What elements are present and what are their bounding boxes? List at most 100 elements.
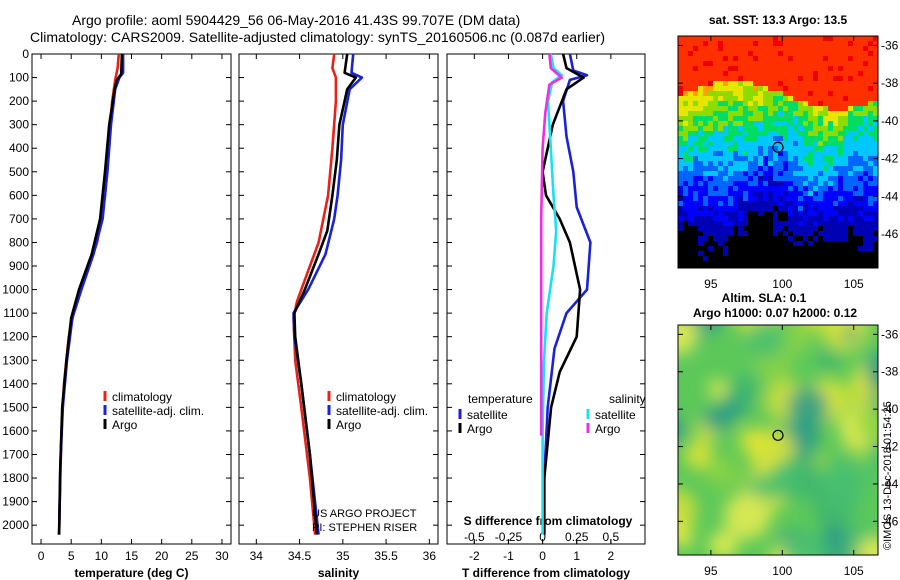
sst-cell bbox=[773, 191, 779, 197]
sst-cell bbox=[823, 151, 829, 157]
legend-label: climatology bbox=[336, 390, 396, 404]
sst-cell bbox=[813, 196, 819, 202]
sst-cell bbox=[793, 81, 799, 87]
sst-cell bbox=[853, 116, 859, 122]
sst-cell bbox=[698, 186, 704, 192]
sst-cell bbox=[823, 96, 829, 102]
sst-cell bbox=[803, 161, 809, 167]
series-line-sat_salinity bbox=[541, 53, 564, 535]
sst-cell bbox=[688, 241, 694, 247]
sst-cell bbox=[733, 56, 739, 62]
sst-cell bbox=[728, 61, 734, 67]
sst-cell bbox=[808, 151, 814, 157]
sst-cell bbox=[803, 56, 809, 62]
sst-cell bbox=[768, 151, 774, 157]
sst-cell bbox=[748, 136, 754, 142]
sst-cell bbox=[788, 151, 794, 157]
sst-cell bbox=[748, 41, 754, 47]
sst-cell bbox=[788, 241, 794, 247]
sst-cell bbox=[803, 91, 809, 97]
sst-cell bbox=[793, 36, 799, 42]
sst-cell bbox=[683, 51, 689, 57]
sst-cell bbox=[818, 111, 824, 117]
sst-cell bbox=[733, 196, 739, 202]
sst-cell bbox=[748, 251, 754, 257]
sst-cell bbox=[783, 146, 789, 152]
y-tick-label: 900 bbox=[9, 259, 29, 273]
sst-cell bbox=[858, 56, 864, 62]
sst-cell bbox=[813, 221, 819, 227]
sst-cell bbox=[803, 186, 809, 192]
sst-cell bbox=[808, 256, 814, 262]
sst-cell bbox=[838, 51, 844, 57]
sst-cell bbox=[713, 251, 719, 257]
sst-cell bbox=[733, 211, 739, 217]
sst-cell bbox=[743, 136, 749, 142]
sst-cell bbox=[838, 86, 844, 92]
sst-cell bbox=[753, 216, 759, 222]
sst-cell bbox=[733, 126, 739, 132]
sst-cell bbox=[863, 81, 869, 87]
sst-cell bbox=[868, 56, 874, 62]
sst-cell bbox=[843, 86, 849, 92]
sst-cell bbox=[743, 41, 749, 47]
sst-cell bbox=[743, 251, 749, 257]
sst-cell bbox=[853, 256, 859, 262]
sst-cell bbox=[793, 236, 799, 242]
sst-cell bbox=[848, 151, 854, 157]
sst-cell bbox=[788, 176, 794, 182]
sst-cell bbox=[698, 256, 704, 262]
sst-cell bbox=[843, 181, 849, 187]
sst-cell bbox=[818, 86, 824, 92]
sst-cell bbox=[693, 61, 699, 67]
sst-cell bbox=[833, 246, 839, 252]
sst-cell bbox=[828, 146, 834, 152]
sst-cell bbox=[708, 166, 714, 172]
sst-cell bbox=[853, 181, 859, 187]
sst-cell bbox=[848, 71, 854, 77]
sst-cell bbox=[813, 126, 819, 132]
salinity-profile-panel: 34 34.5 35 35.5 36salinityclimatologysatelli… bbox=[238, 53, 439, 580]
sst-cell bbox=[818, 81, 824, 87]
sst-cell bbox=[713, 171, 719, 177]
sst-cell bbox=[738, 221, 744, 227]
sst-cell bbox=[713, 96, 719, 102]
sst-cell bbox=[863, 166, 869, 172]
sst-cell bbox=[758, 96, 764, 102]
sst-cell bbox=[698, 161, 704, 167]
sst-cell bbox=[728, 186, 734, 192]
sst-cell bbox=[688, 81, 694, 87]
sst-cell bbox=[748, 241, 754, 247]
sst-cell bbox=[728, 211, 734, 217]
sst-cell bbox=[703, 101, 709, 107]
sst-cell bbox=[788, 216, 794, 222]
sst-cell bbox=[768, 261, 774, 267]
sst-cell bbox=[838, 101, 844, 107]
sst-cell bbox=[733, 216, 739, 222]
sst-cell bbox=[838, 171, 844, 177]
sst-cell bbox=[853, 226, 859, 232]
sst-cell bbox=[758, 116, 764, 122]
sst-cell bbox=[753, 96, 759, 102]
sst-cell bbox=[718, 76, 724, 82]
x-tick-label: 34.5 bbox=[288, 549, 312, 563]
sst-cell bbox=[718, 116, 724, 122]
sst-cell bbox=[823, 111, 829, 117]
sst-cell bbox=[863, 141, 869, 147]
sst-cell bbox=[838, 111, 844, 117]
sst-cell bbox=[758, 166, 764, 172]
sst-cell bbox=[773, 156, 779, 162]
sst-cell bbox=[823, 81, 829, 87]
sst-cell bbox=[798, 171, 804, 177]
sst-cell bbox=[798, 61, 804, 67]
sst-cell bbox=[783, 161, 789, 167]
sst-cell bbox=[818, 126, 824, 132]
sst-cell bbox=[793, 41, 799, 47]
sst-cell bbox=[813, 181, 819, 187]
sst-cell bbox=[803, 206, 809, 212]
sst-cell bbox=[683, 71, 689, 77]
sst-cell bbox=[773, 81, 779, 87]
sst-cell bbox=[723, 36, 729, 42]
sst-cell bbox=[828, 156, 834, 162]
sst-cell bbox=[703, 166, 709, 172]
